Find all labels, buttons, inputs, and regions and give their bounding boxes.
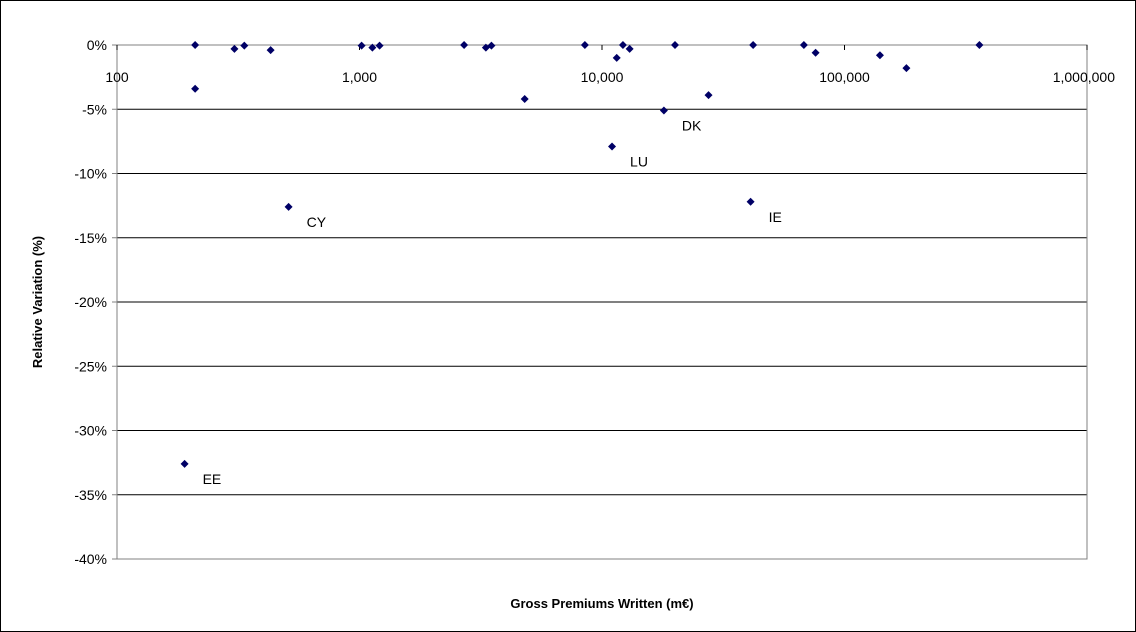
x-tick-label: 1,000,000 [1053,69,1115,85]
data-point [670,41,679,49]
data-point [230,44,239,53]
x-tick-label: 10,000 [581,69,624,85]
y-tick-labels: 0% -5% -10% -15% -20% -25% -30% -35% -40% [74,37,117,567]
data-point [975,41,984,49]
point-label: EE [203,471,222,487]
data-point [357,41,366,50]
point-label: IE [769,209,782,225]
y-tick-label: 0% [87,37,107,53]
point-labels: EE CY LU DK IE [203,118,782,487]
x-tick-label: 1,000 [342,69,377,85]
y-tick-label: -25% [74,358,107,374]
data-point [266,46,275,55]
data-point [902,64,911,73]
data-point [608,142,617,151]
data-point [875,51,884,60]
data-points [180,41,984,468]
x-tick-label: 100,000 [819,69,870,85]
data-point [659,106,668,115]
x-tick-label: 100 [105,69,129,85]
y-axis-title: Relative Variation (%) [30,236,45,368]
data-point [240,41,249,50]
point-label: CY [307,214,327,230]
y-tick-label: -20% [74,294,107,310]
x-tick-labels: 100 1,000 10,000 100,000 1,000,000 [105,45,1115,85]
point-label: LU [630,154,648,170]
point-label: DK [682,118,702,134]
data-point [749,41,758,49]
data-point [368,43,377,52]
x-axis-title: Gross Premiums Written (m€) [510,596,693,611]
data-point [618,41,627,49]
data-point [811,48,820,57]
data-point [487,41,496,50]
data-point [746,197,755,206]
data-point [799,41,808,49]
grid-lines [117,44,1087,496]
data-point [191,41,200,49]
data-point [180,459,189,468]
data-point [612,53,621,62]
data-point [191,84,200,93]
y-tick-label: -30% [74,423,107,439]
data-point [625,44,634,53]
data-point [284,202,293,211]
data-point [704,91,713,100]
data-point [580,41,589,49]
data-point [460,41,469,49]
data-point [375,41,384,50]
y-tick-label: -40% [74,551,107,567]
y-tick-label: -35% [74,487,107,503]
data-point [520,94,529,103]
y-tick-label: -15% [74,230,107,246]
y-tick-label: -10% [74,166,107,182]
y-tick-label: -5% [82,101,107,117]
